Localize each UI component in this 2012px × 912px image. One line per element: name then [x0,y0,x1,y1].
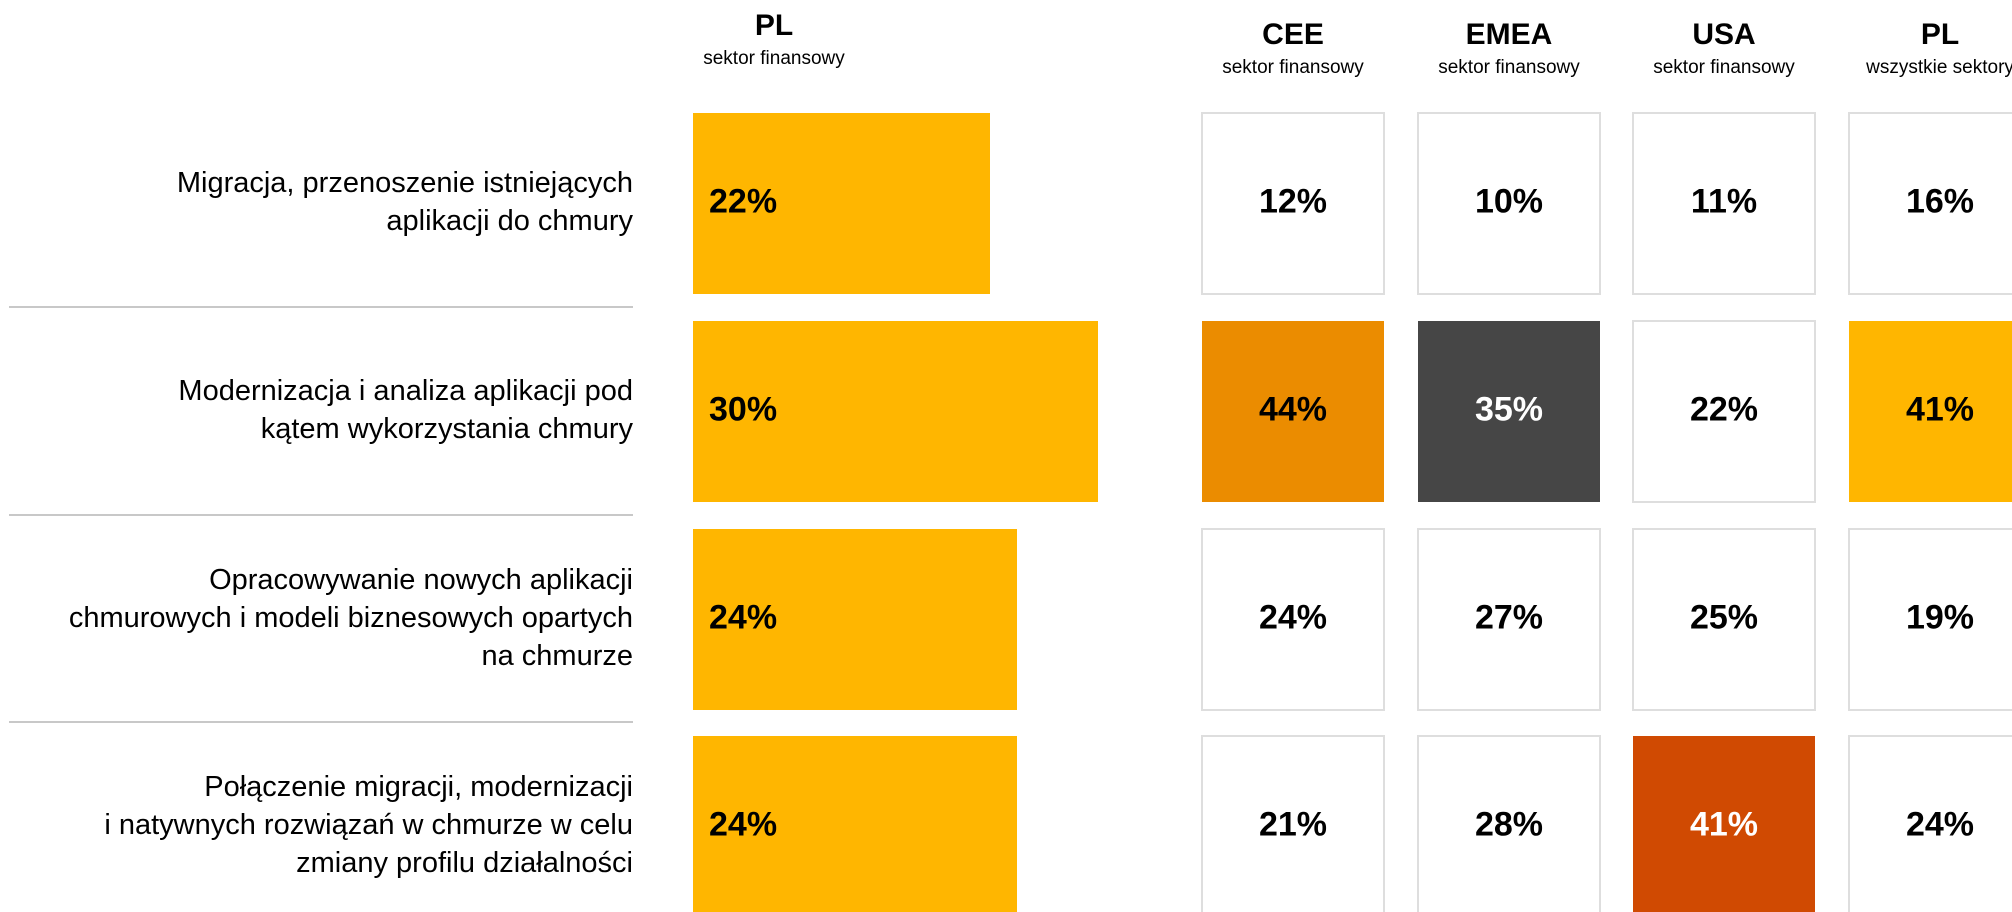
tile-value-label: 10% [1475,182,1543,220]
tile [1201,112,1385,295]
tile-value-label: 25% [1690,598,1758,636]
bar-value-label: 30% [709,390,777,428]
tile-value-label: 41% [1690,805,1758,843]
tile [1849,321,2012,502]
row-label: i natywnych rozwiązań w chmurze w celu [104,809,633,841]
tile-value-label: 19% [1906,598,1974,636]
tile-value-label: 24% [1259,598,1327,636]
tile [1201,735,1385,912]
tile [1417,528,1601,711]
bar-series-subtitle: sektor finansowy [703,48,845,69]
bar [693,321,1098,502]
row-label: chmurowych i modeli biznesowych opartych [69,602,633,634]
column-title: CEE [1262,18,1324,51]
bar [693,736,1017,912]
tile [1202,321,1384,502]
row-label: zmiany profilu działalności [296,847,633,879]
row-label: Opracowywanie nowych aplikacji [209,564,633,596]
tile-value-label: 22% [1690,390,1758,428]
tile-value-label: 44% [1259,390,1327,428]
column-subtitle: sektor finansowy [1653,57,1795,78]
row-label: kątem wykorzystania chmury [261,413,634,445]
tile-value-label: 12% [1259,182,1327,220]
bar-value-label: 24% [709,598,777,636]
row-label: aplikacji do chmury [386,205,633,237]
tile-value-label: 28% [1475,805,1543,843]
tile-value-label: 24% [1906,805,1974,843]
tile [1848,112,2012,295]
bar-value-label: 24% [709,805,777,843]
tile-value-label: 21% [1259,805,1327,843]
tile-value-label: 35% [1475,390,1543,428]
tile-value-label: 16% [1906,182,1974,220]
tile [1848,528,2012,711]
tile [1201,528,1385,711]
column-subtitle: sektor finansowy [1222,57,1364,78]
tile [1632,528,1816,711]
bar [693,113,990,294]
bar-series-title: PL [755,9,793,42]
row-label: Migracja, przenoszenie istniejących [177,167,633,199]
row-label: na chmurze [481,640,633,672]
tile-value-label: 11% [1691,182,1757,220]
tile [1632,320,1816,503]
column-subtitle: wszystkie sektory [1865,57,2012,78]
tile [1417,735,1601,912]
column-title: PL [1921,18,1959,51]
bar [693,529,1017,710]
tile-value-label: 27% [1475,598,1543,636]
column-title: EMEA [1466,18,1553,51]
tile [1632,112,1816,295]
tile-value-label: 41% [1906,390,1974,428]
tile [1633,736,1815,912]
tile [1848,735,2012,912]
column-subtitle: sektor finansowy [1438,57,1580,78]
bar-value-label: 22% [709,182,777,220]
row-label: Połączenie migracji, modernizacji [204,771,633,803]
row-label: Modernizacja i analiza aplikacji pod [178,375,633,407]
tile [1418,321,1600,502]
tile [1417,112,1601,295]
column-title: USA [1692,18,1755,51]
